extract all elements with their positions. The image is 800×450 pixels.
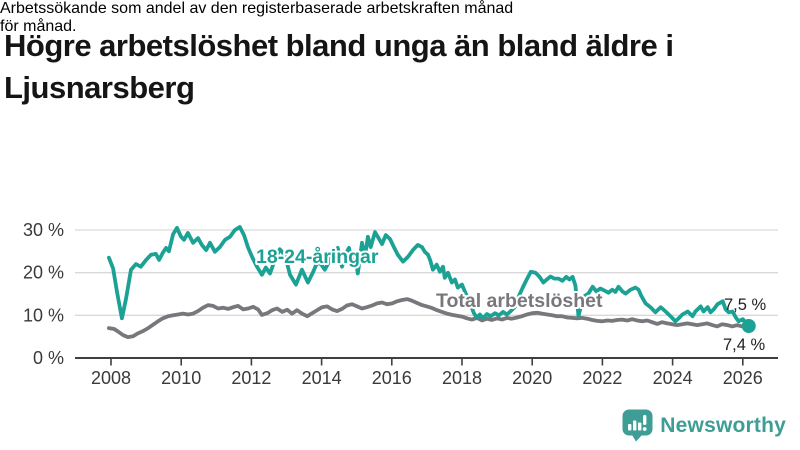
y-tick-label-0: 0 % bbox=[33, 348, 64, 368]
newsworthy-branding: Newsworthy bbox=[622, 409, 786, 442]
x-tick-label-2016: 2016 bbox=[372, 368, 412, 388]
end-value-label-total: 7,4 % bbox=[723, 336, 766, 354]
x-tick-label-2024: 2024 bbox=[653, 368, 693, 388]
series-line-youth bbox=[107, 225, 751, 328]
y-tick-label-10: 10 % bbox=[23, 305, 64, 325]
series-endpoint-dot-youth bbox=[741, 318, 756, 333]
subtitle-line-2: för månad. bbox=[0, 18, 77, 35]
x-tick-label-2014: 2014 bbox=[302, 368, 342, 388]
y-tick-label-20: 20 % bbox=[23, 263, 64, 283]
end-value-label-youth: 7,5 % bbox=[724, 296, 767, 314]
x-tick-label-2008: 2008 bbox=[91, 368, 131, 388]
series-label-total: Total arbetslöshet bbox=[436, 290, 603, 312]
newsworthy-logo-icon bbox=[622, 409, 653, 442]
x-tick-label-2018: 2018 bbox=[442, 368, 482, 388]
series-label-youth: 18-24-åringar bbox=[256, 245, 379, 268]
y-tick-label-30: 30 % bbox=[23, 220, 64, 240]
x-tick-label-2012: 2012 bbox=[231, 368, 271, 388]
title-line-2: Ljusnarsberg bbox=[4, 69, 195, 105]
brand-wordmark: Newsworthy bbox=[660, 413, 786, 437]
page-title: Högre arbetslöshet bland unga än bland ä… bbox=[4, 25, 794, 109]
title-line-1: Högre arbetslöshet bland unga än bland ä… bbox=[4, 27, 674, 63]
subtitle-line-1: Arbetssökande som andel av den registerb… bbox=[0, 0, 514, 17]
x-tick-label-2022: 2022 bbox=[582, 368, 622, 388]
x-tick-label-2026: 2026 bbox=[723, 368, 763, 388]
x-tick-label-2020: 2020 bbox=[512, 368, 552, 388]
series-line-total bbox=[107, 297, 750, 339]
x-tick-label-2010: 2010 bbox=[161, 368, 201, 388]
